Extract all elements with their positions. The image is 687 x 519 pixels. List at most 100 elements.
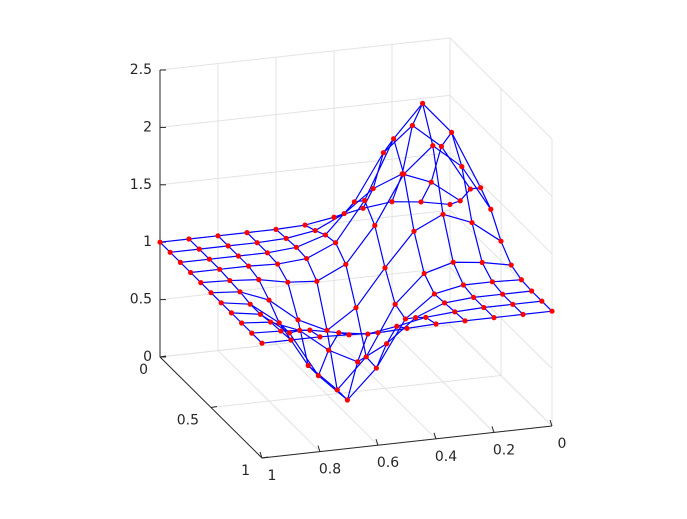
surface-point <box>373 365 379 371</box>
surface-point <box>438 143 444 149</box>
surface-point <box>334 387 340 393</box>
surface-point <box>420 100 426 106</box>
surface-point <box>384 341 390 347</box>
surface-point <box>196 246 202 252</box>
surface-point <box>244 230 250 236</box>
mesh-row <box>190 102 482 274</box>
surface-point <box>276 320 282 326</box>
surface-point <box>440 211 446 217</box>
x-tick-label: 0.6 <box>377 455 399 471</box>
surface-point <box>520 311 526 317</box>
x-tick <box>259 451 263 459</box>
surface-point <box>421 270 427 277</box>
surface-point <box>256 277 262 283</box>
surface-point <box>254 240 260 246</box>
surface-point <box>363 354 369 360</box>
z-tick-label: 0 <box>143 349 152 365</box>
surface-point <box>355 359 361 365</box>
grid-line <box>449 152 553 255</box>
surface-point <box>462 318 468 324</box>
surface-point <box>362 197 368 204</box>
surface-point <box>402 316 408 322</box>
surface-point <box>353 305 359 311</box>
surface-point <box>206 256 212 262</box>
z-tick-label: 1 <box>143 234 152 250</box>
surface-point <box>322 232 328 238</box>
mesh-row <box>231 279 522 401</box>
surface-point <box>442 300 448 306</box>
surface-point <box>293 244 299 250</box>
grid-line <box>210 375 502 408</box>
surface-point <box>304 255 310 262</box>
surface-point <box>450 259 456 265</box>
y-tick <box>210 406 218 408</box>
surface-point <box>302 222 308 228</box>
surface-point <box>157 239 163 245</box>
surface-point <box>336 330 342 336</box>
surface-point <box>186 236 192 242</box>
surface-point <box>549 308 555 314</box>
z-tick-label: 0.5 <box>130 292 152 308</box>
surface-point <box>331 214 337 220</box>
surface-point <box>479 259 485 266</box>
surface-point <box>365 331 371 337</box>
surface-point <box>404 325 410 331</box>
y-tick-label: 0 <box>139 362 148 378</box>
surface-point <box>217 266 223 272</box>
surface-point <box>447 201 453 208</box>
surface-point <box>228 310 234 316</box>
x-tick <box>433 432 437 439</box>
surface-point <box>167 249 173 255</box>
surface-point <box>249 330 255 336</box>
surface-point <box>237 289 243 295</box>
surface-point <box>225 243 231 249</box>
surface-point <box>508 262 514 268</box>
surface-point <box>257 311 263 317</box>
grid-line <box>449 95 553 197</box>
y-tick-label: 0.5 <box>177 413 199 429</box>
surface-point <box>449 129 455 135</box>
surface-point <box>259 340 265 346</box>
surface-point <box>431 291 437 297</box>
x-tick-label: 1 <box>268 468 277 484</box>
surface-point <box>394 323 400 329</box>
x-tick <box>375 439 379 446</box>
surface-point <box>382 265 388 271</box>
surface-point <box>239 320 245 326</box>
x-tick-label: 0.2 <box>493 442 515 458</box>
surface-point <box>268 319 274 325</box>
surface-point <box>317 334 323 340</box>
surface-point <box>273 226 279 232</box>
z-tick-label: 2.5 <box>130 62 152 78</box>
surface-point <box>500 291 506 297</box>
surface-point <box>392 301 398 307</box>
surface-point <box>275 261 281 267</box>
surface-point <box>389 199 395 205</box>
surface-point <box>297 327 303 333</box>
surface-point <box>198 280 204 286</box>
surface-point <box>409 122 415 129</box>
mesh-column <box>391 101 495 319</box>
z-tick-label: 1.5 <box>130 177 152 193</box>
surface-point <box>370 185 376 192</box>
surface-point <box>341 210 347 217</box>
x-tick-label: 0.4 <box>435 449 457 465</box>
surface-point <box>235 253 241 259</box>
y-tick <box>159 355 167 358</box>
z-tick-label: 2 <box>143 119 152 135</box>
surface-point <box>227 277 233 284</box>
surface-point <box>324 327 330 334</box>
x-tick <box>491 426 495 433</box>
surface-point <box>452 309 458 315</box>
surface-point <box>315 373 321 379</box>
surface-point <box>295 317 301 323</box>
surface-point <box>529 288 535 294</box>
surface-point <box>518 277 525 283</box>
grid-line <box>159 37 451 71</box>
surface-point <box>351 199 357 205</box>
surface-point <box>177 259 183 265</box>
surface-point <box>314 278 320 284</box>
surface-point <box>375 330 381 336</box>
surface-point <box>246 263 252 269</box>
surface-point <box>418 199 424 205</box>
